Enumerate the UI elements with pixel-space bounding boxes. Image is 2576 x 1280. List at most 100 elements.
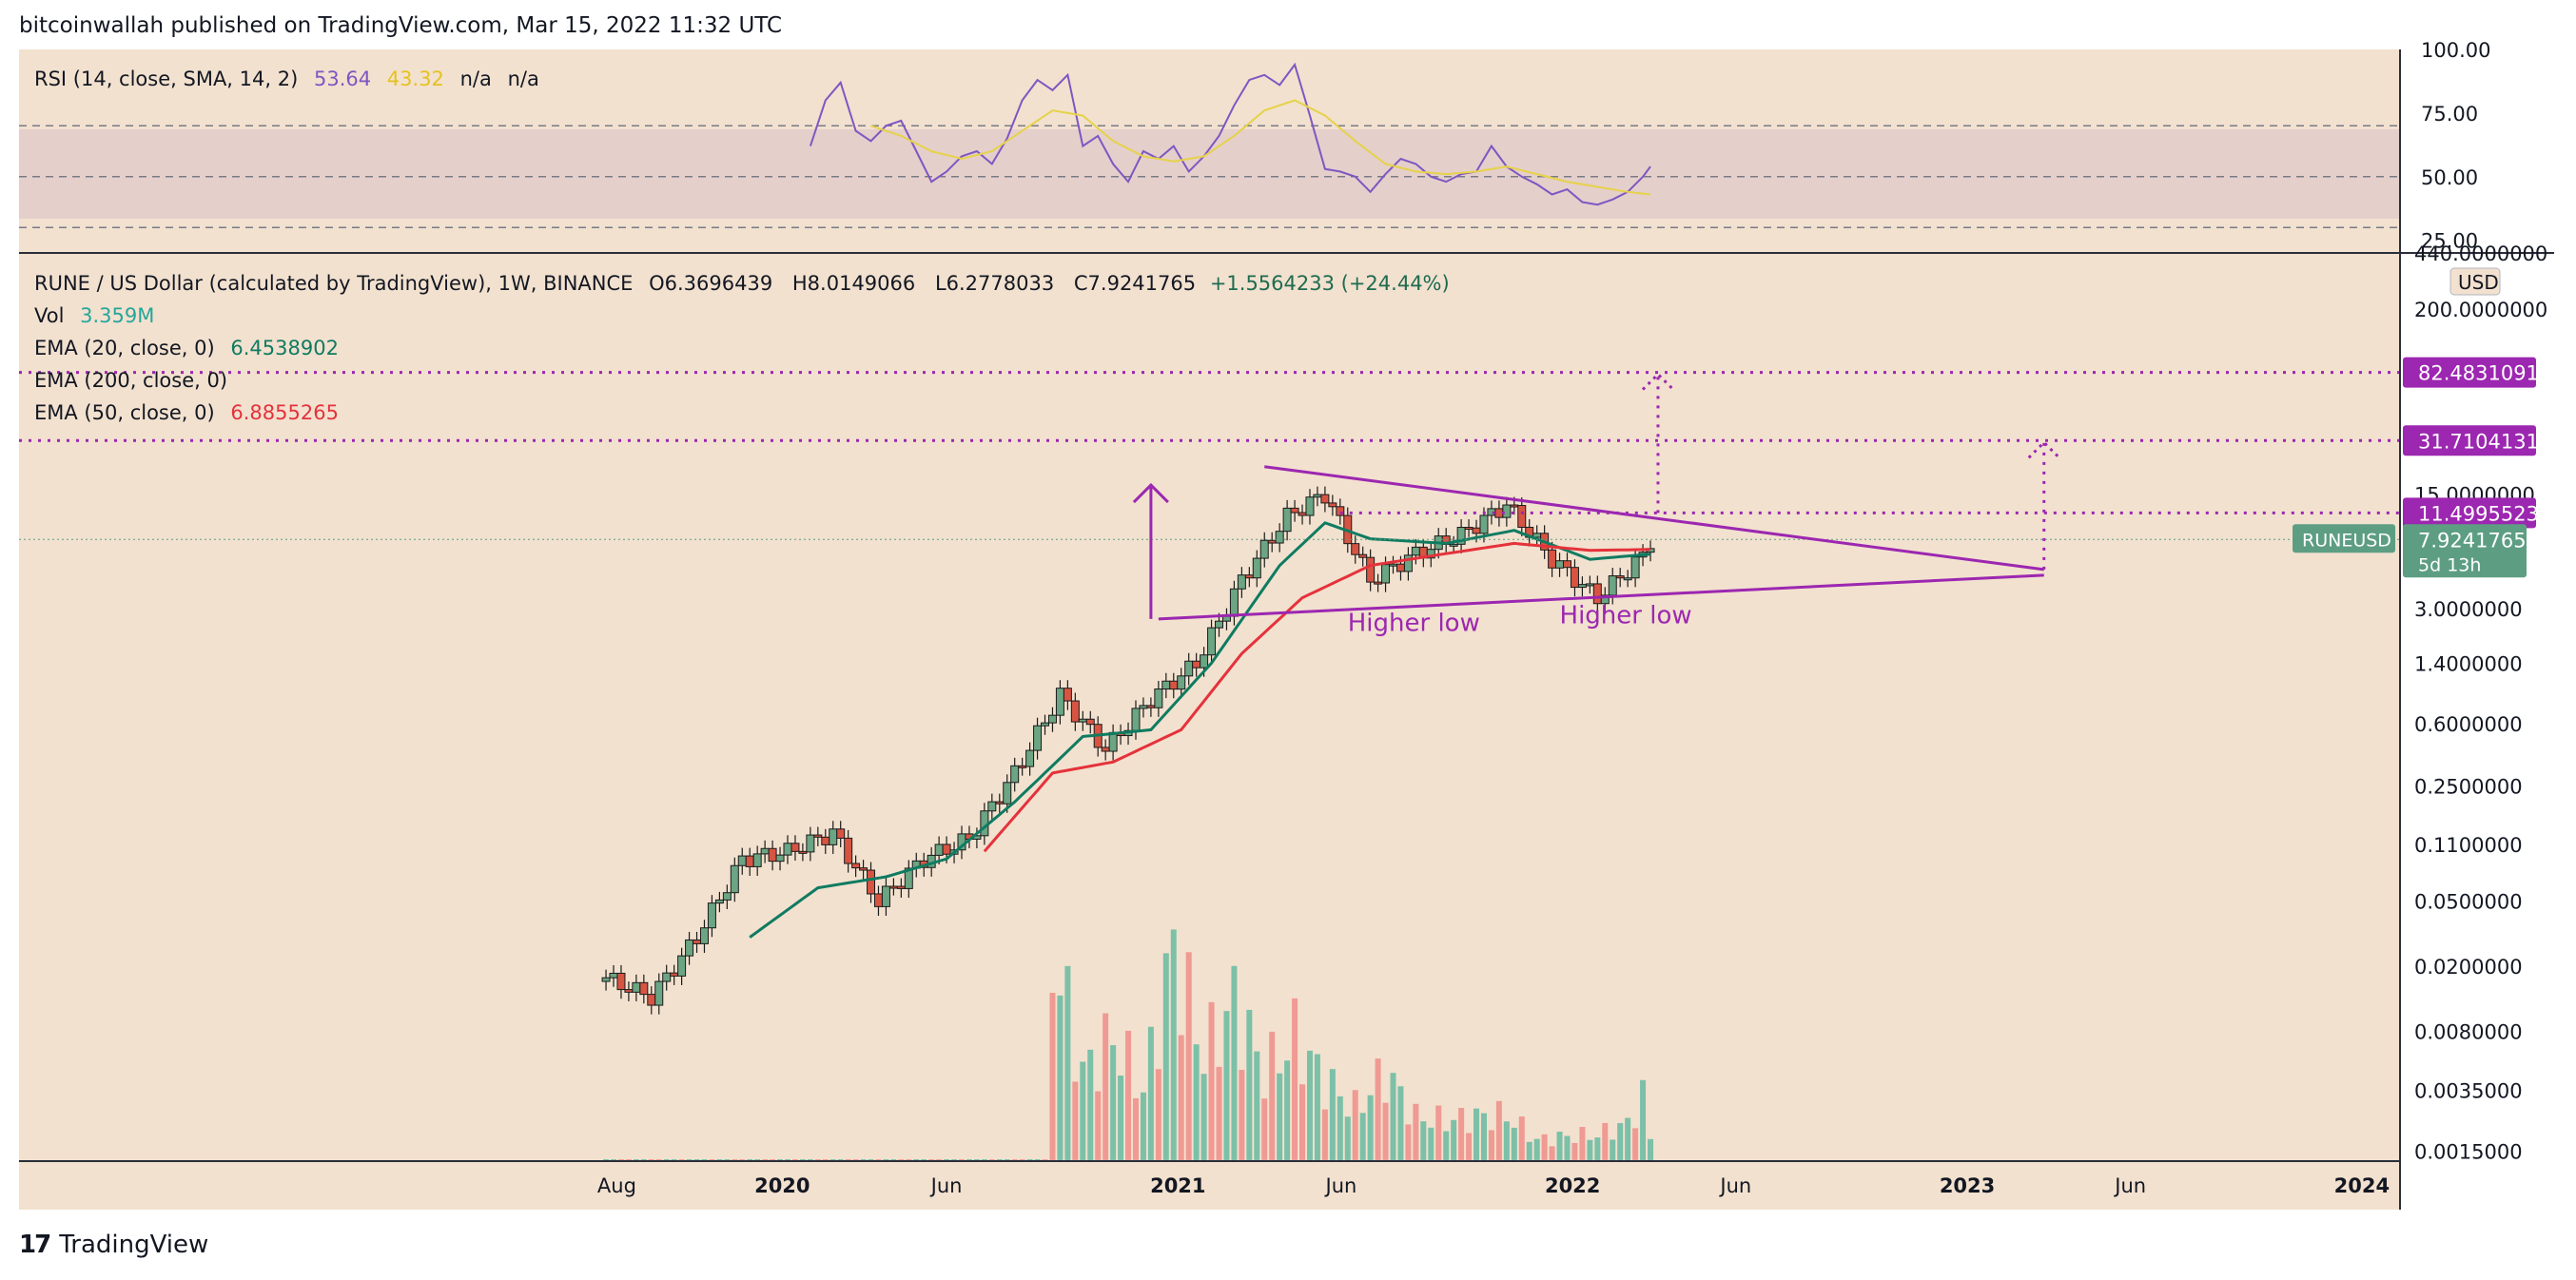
volume-bar [1057, 995, 1064, 1161]
candle-body [1600, 594, 1610, 605]
time-tick-label: 2023 [1940, 1174, 1995, 1197]
volume-bar [1458, 1108, 1465, 1161]
volume-bar [1518, 1116, 1525, 1161]
volume-bar [1072, 1081, 1079, 1161]
rsi-legend-label: RSI (14, close, SMA, 14, 2) [34, 68, 299, 90]
candle-body [730, 864, 739, 894]
candle-body [995, 801, 1005, 805]
volume-bar [1451, 1119, 1457, 1161]
ema20-line [749, 521, 1651, 939]
candle-body [1184, 660, 1194, 677]
candle-body [1389, 563, 1398, 567]
candle-body [1041, 722, 1050, 727]
candle-body [1585, 583, 1594, 587]
volume-bar [1246, 1009, 1253, 1161]
rsi-band [19, 129, 2400, 219]
candle-body [1305, 496, 1315, 516]
volume-bar [1511, 1127, 1517, 1161]
candle-body [1229, 588, 1239, 617]
rsi-na-2: n/a [507, 68, 539, 90]
candle-body [1336, 506, 1345, 516]
volume-bar [1292, 998, 1298, 1161]
volume-bar [1299, 1084, 1306, 1161]
ema50-label: EMA (50, close, 0) [34, 401, 215, 424]
volume-bar [1503, 1121, 1510, 1161]
volume-bar [1640, 1079, 1647, 1161]
vol-value: 3.359M [80, 304, 155, 327]
candle-body [1010, 765, 1020, 784]
volume-bar [1390, 1073, 1396, 1161]
volume-bar [1321, 1109, 1328, 1161]
currency-box [2449, 267, 2501, 296]
time-tick-label: 2024 [2334, 1174, 2390, 1197]
candle-body [714, 899, 724, 904]
price-tick-label: 0.1100000 [2414, 834, 2523, 857]
time-tick-label: Jun [1324, 1174, 1357, 1197]
candle-body [1313, 494, 1322, 498]
candle-body [1207, 627, 1217, 656]
candle-body [1517, 505, 1527, 528]
volume-bar [1473, 1108, 1480, 1161]
volume-bar [1625, 1117, 1631, 1161]
candle-body [662, 972, 672, 982]
time-tick-label: Jun [1718, 1174, 1751, 1197]
volume-bar [1110, 1045, 1117, 1161]
candle-body [867, 869, 876, 895]
volume-bar [1610, 1139, 1616, 1161]
candle-body [1456, 527, 1466, 545]
volume-bar [1049, 992, 1056, 1161]
volume-bar [1132, 1097, 1139, 1161]
time-tick-label: 2021 [1150, 1174, 1205, 1197]
symbol-title[interactable]: RUNE / US Dollar (calculated by TradingV… [34, 272, 634, 295]
volume-bar [1533, 1138, 1540, 1161]
price-labels: 82.4831091 31.7104131 11.4995523 7.92417655… [2293, 357, 2539, 578]
ema50-line [983, 541, 1651, 853]
candle-body [1259, 539, 1269, 559]
rsi-tick-label: 75.00 [2421, 103, 2478, 126]
volume-bar [1125, 1030, 1132, 1161]
ohlc-high: H8.0149066 [791, 272, 916, 295]
price-tick-label: 0.0200000 [2414, 956, 2523, 979]
candle-body [1630, 556, 1640, 579]
rsi-line [809, 62, 1651, 206]
candle-body [1192, 660, 1201, 669]
footer-brand[interactable]: 17 TradingView [19, 1231, 208, 1259]
price-label-box [2403, 425, 2536, 456]
ohlc-close: C7.9241765 [1073, 272, 1197, 295]
volume-bar [1178, 1035, 1184, 1161]
candle-body [851, 863, 861, 869]
rsi-tick-label: 50.00 [2421, 166, 2478, 189]
volume-bar [1239, 1069, 1245, 1161]
candle-body [1510, 504, 1519, 508]
volume-bar [1314, 1054, 1320, 1161]
volume-bar [1103, 1013, 1109, 1161]
brand-name: TradingView [59, 1231, 209, 1259]
candle-body [1351, 543, 1360, 555]
candle-body [1577, 584, 1587, 589]
vol-label: Vol [34, 304, 65, 327]
volume-bar [1337, 1096, 1343, 1161]
volume-bar [1382, 1102, 1389, 1161]
time-axis[interactable]: Aug 2020 Jun 2021 Jun 2022 Jun 2023 Jun 2024 [597, 1174, 2390, 1197]
price-tick-label: 200.0000000 [2414, 299, 2547, 321]
rsi-lines [809, 62, 1651, 206]
volume-bar [1488, 1130, 1494, 1161]
volume-bar [1526, 1141, 1532, 1161]
volume-bar [1375, 1058, 1381, 1161]
price-tick-label: 0.6000000 [2414, 713, 2523, 736]
volume-bar [1556, 1131, 1563, 1161]
symbol-tag-text: RUNEUSD [2302, 530, 2391, 551]
candle-body [1555, 560, 1565, 569]
candle-body [737, 855, 747, 866]
candle-body [1154, 688, 1163, 708]
candle-body [1608, 575, 1617, 596]
volume-bar [1579, 1127, 1586, 1161]
price-label-box [2403, 497, 2536, 529]
tradingview-logo-icon: 17 [19, 1231, 51, 1259]
candle-body [1592, 583, 1602, 605]
candle-body [1328, 502, 1337, 508]
volume-bar [1208, 1001, 1215, 1161]
candle-body [1177, 675, 1186, 690]
